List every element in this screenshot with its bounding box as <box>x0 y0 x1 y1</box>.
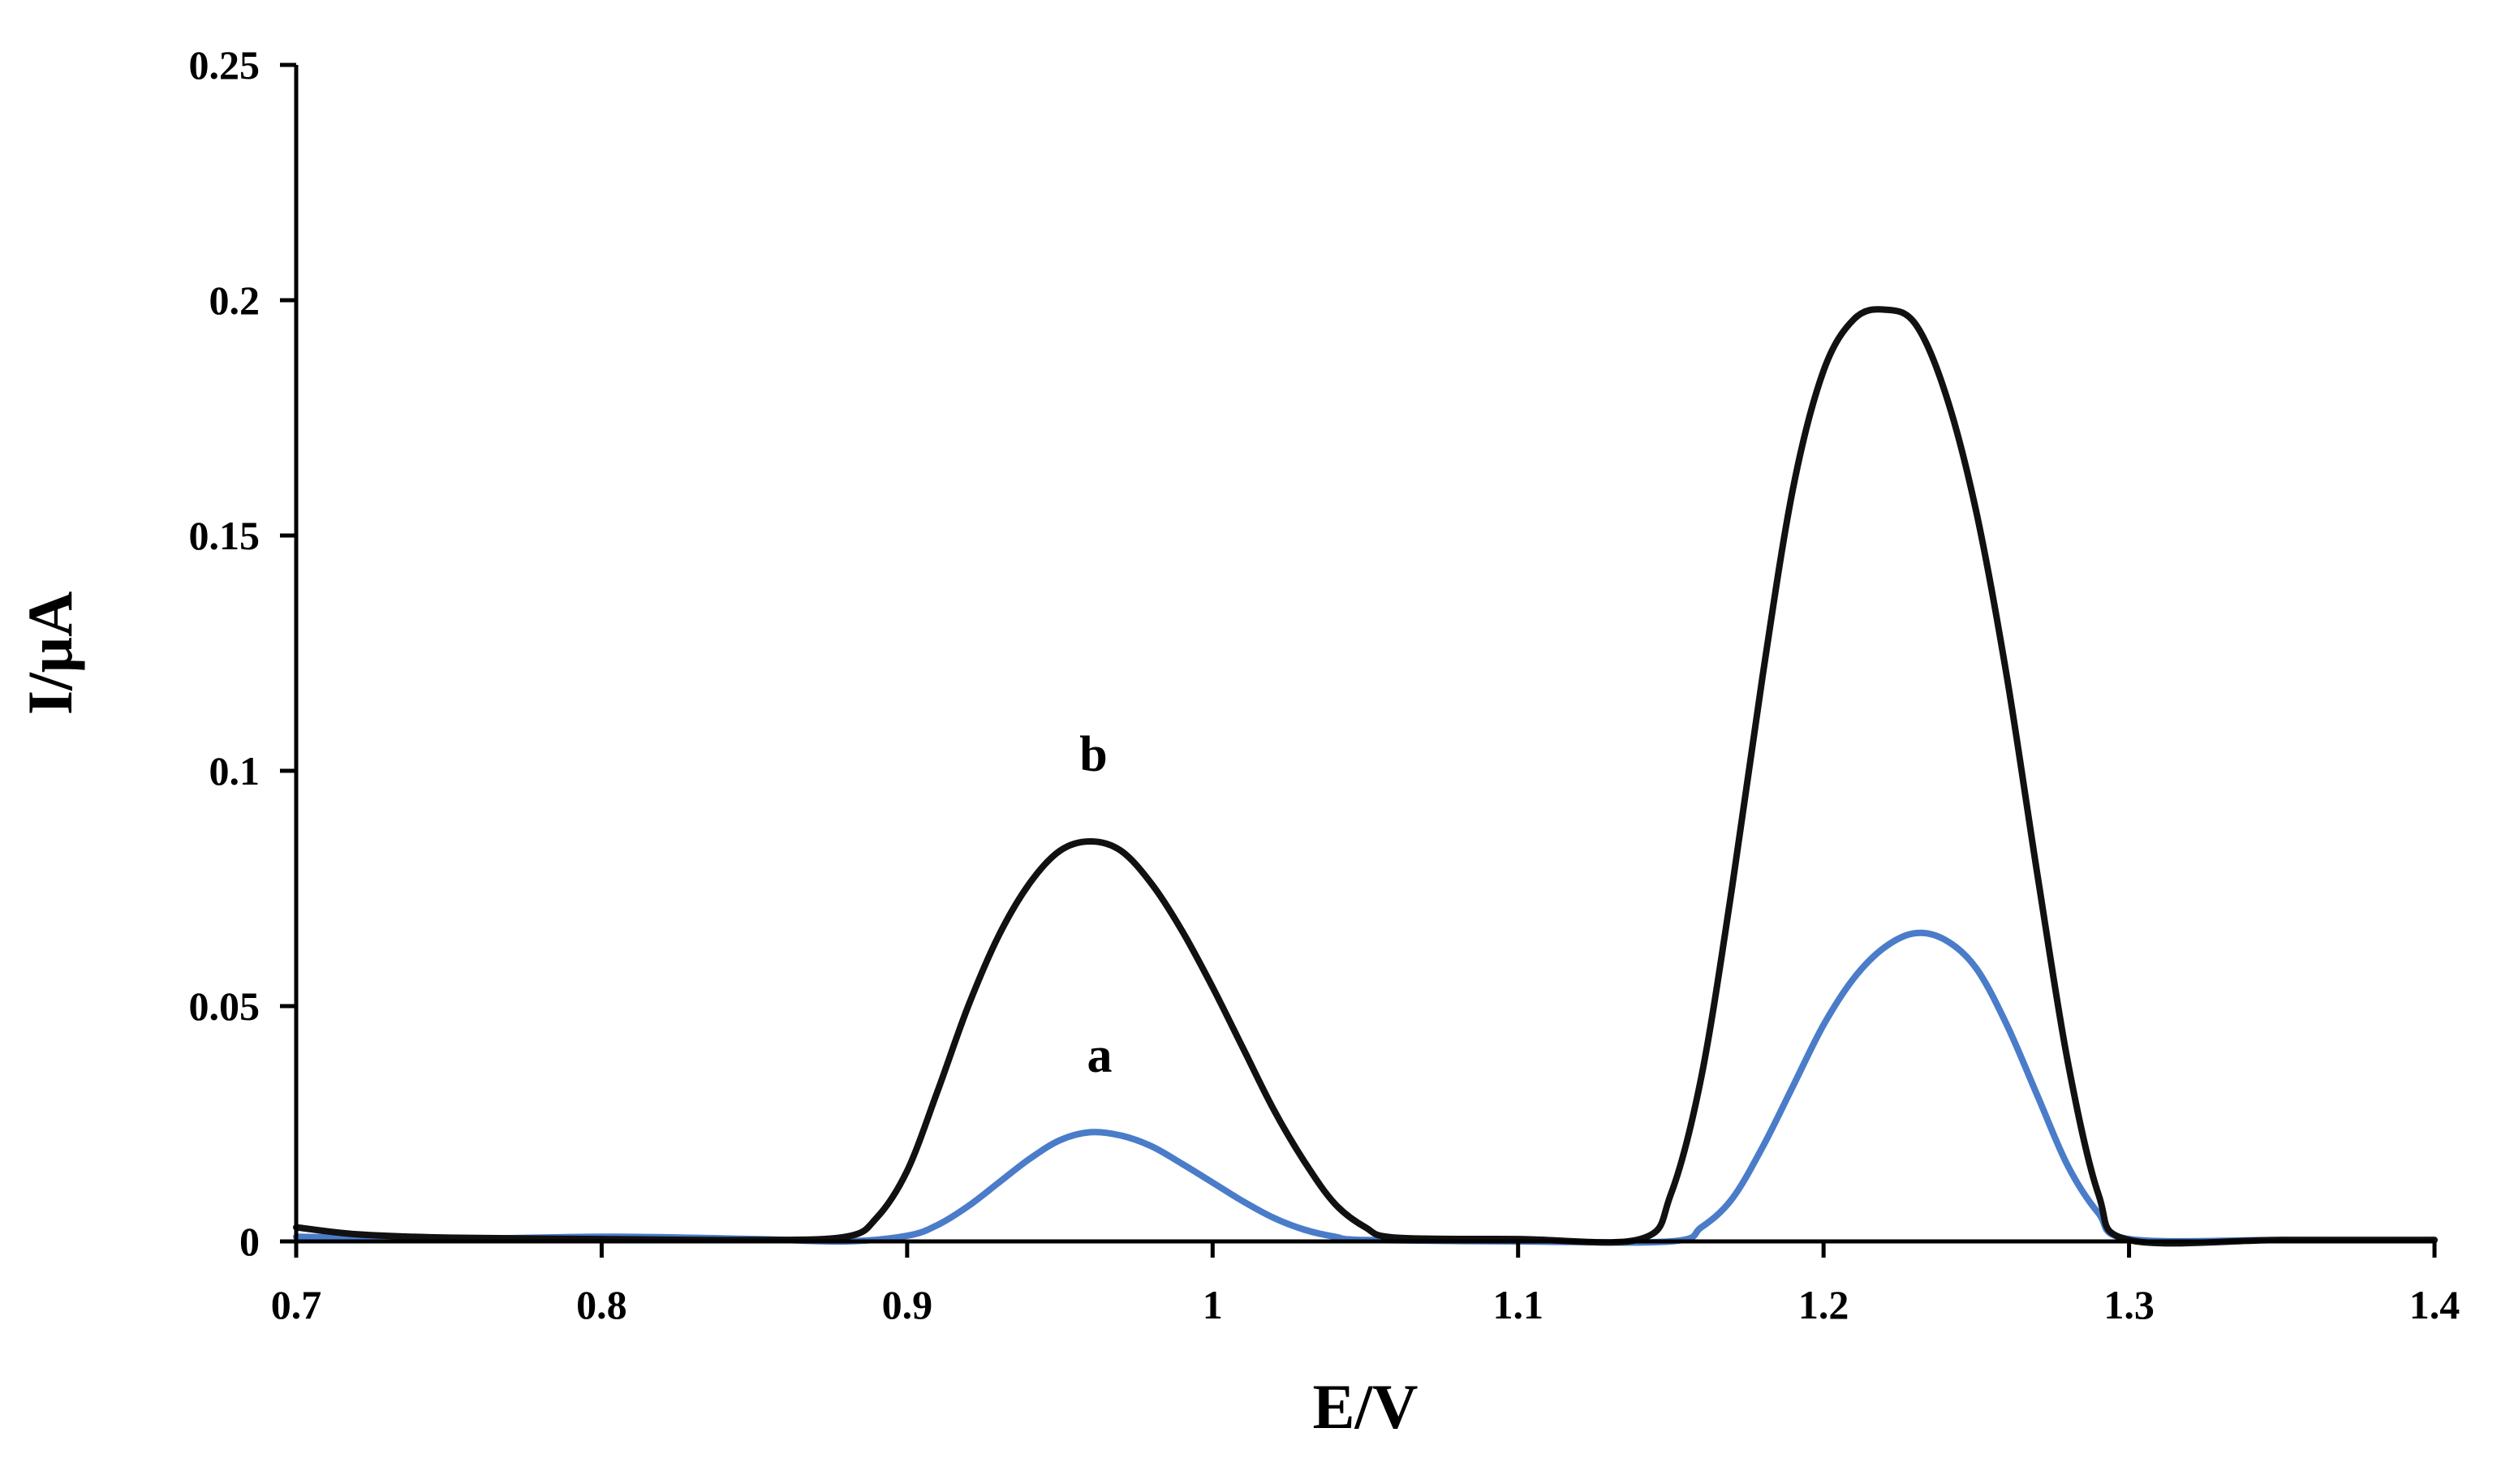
x-tick-label: 0.9 <box>882 1282 933 1327</box>
tick-layer: 0.7 0.8 0.9 1 1.1 1.2 1.3 1.4 0 0.05 0.1 0.15 0.2 0.2… <box>189 42 2460 1327</box>
x-tick-label: 0.8 <box>576 1282 627 1327</box>
y-tick-label: 0.05 <box>189 983 260 1029</box>
y-tick-label: 0.15 <box>189 513 260 558</box>
series-line-b <box>293 306 2438 1247</box>
curve-label-a: a <box>1087 1028 1113 1083</box>
x-tick-label: 1 <box>1203 1282 1223 1327</box>
x-tick-label: 1.1 <box>1492 1282 1543 1327</box>
y-tick-label: 0.25 <box>189 42 260 88</box>
x-tick-label: 0.7 <box>271 1282 322 1327</box>
y-axis-title: I/μA <box>15 591 85 716</box>
y-tick-label: 0 <box>239 1219 260 1264</box>
x-tick-label: 1.3 <box>2103 1282 2155 1327</box>
x-tick-label: 1.2 <box>1798 1282 1849 1327</box>
x-tick-label: 1.4 <box>2409 1282 2460 1327</box>
series-line-a <box>293 929 2438 1246</box>
x-axis-title: E/V <box>1312 1371 1418 1442</box>
y-tick-label: 0.1 <box>209 748 260 794</box>
axes-layer <box>294 65 2435 1244</box>
series-layer <box>293 306 2438 1247</box>
y-tick-label: 0.2 <box>209 277 260 323</box>
annotation-layer: ba <box>1079 727 1112 1083</box>
curve-label-b: b <box>1079 727 1107 782</box>
